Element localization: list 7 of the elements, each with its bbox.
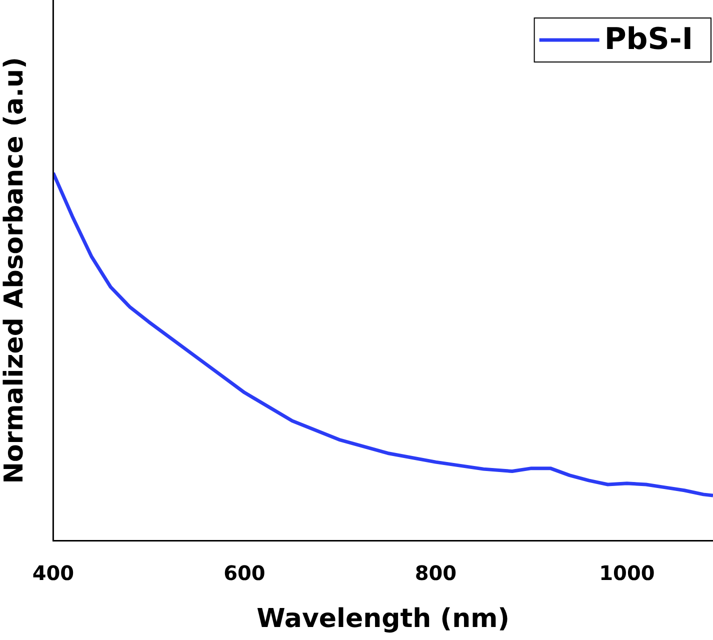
- legend-label: PbS-I: [604, 22, 694, 57]
- x-tick-label: 600: [224, 561, 266, 586]
- x-tick-label: 1000: [599, 561, 655, 586]
- x-tick-label: 400: [32, 561, 74, 586]
- x-tick-label: 800: [414, 561, 457, 586]
- y-axis-title: Normalized Absorbance (a.u): [0, 57, 30, 484]
- x-axis-title: Wavelength (nm): [256, 604, 510, 634]
